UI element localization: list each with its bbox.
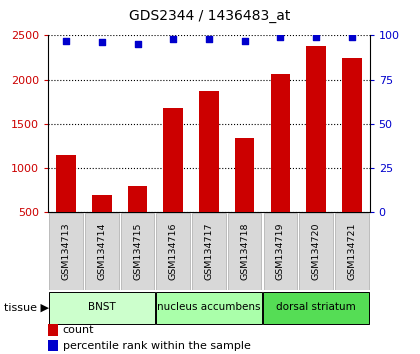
Bar xyxy=(157,213,190,290)
Text: nucleus accumbens: nucleus accumbens xyxy=(157,302,261,312)
Point xyxy=(349,34,355,40)
Bar xyxy=(270,74,290,212)
Text: count: count xyxy=(63,325,94,335)
Bar xyxy=(263,292,369,324)
Text: GSM134717: GSM134717 xyxy=(205,223,213,280)
Point xyxy=(206,36,212,42)
Bar xyxy=(335,213,368,290)
Bar xyxy=(163,108,183,212)
Text: GSM134721: GSM134721 xyxy=(347,223,356,280)
Bar xyxy=(49,292,155,324)
Text: GDS2344 / 1436483_at: GDS2344 / 1436483_at xyxy=(129,9,291,23)
Text: GSM134715: GSM134715 xyxy=(133,223,142,280)
Bar xyxy=(50,213,83,290)
Bar xyxy=(199,91,219,212)
Bar xyxy=(306,46,326,212)
Text: GSM134713: GSM134713 xyxy=(62,223,71,280)
Point xyxy=(170,36,177,42)
Bar xyxy=(264,213,297,290)
Bar xyxy=(85,213,118,290)
Text: GSM134720: GSM134720 xyxy=(312,223,320,280)
Bar xyxy=(48,324,58,336)
Bar xyxy=(56,155,76,212)
Text: GSM134714: GSM134714 xyxy=(97,223,106,280)
Bar xyxy=(92,195,112,212)
Point xyxy=(277,34,284,40)
Bar xyxy=(48,340,58,352)
Point xyxy=(134,41,141,47)
Bar xyxy=(156,292,262,324)
Bar xyxy=(235,138,255,212)
Point xyxy=(63,38,70,44)
Text: tissue ▶: tissue ▶ xyxy=(4,303,49,313)
Bar xyxy=(299,213,333,290)
Text: GSM134719: GSM134719 xyxy=(276,223,285,280)
Point xyxy=(98,40,105,45)
Bar xyxy=(342,57,362,212)
Bar xyxy=(192,213,226,290)
Text: BNST: BNST xyxy=(88,302,116,312)
Text: GSM134716: GSM134716 xyxy=(169,223,178,280)
Bar xyxy=(121,213,154,290)
Bar xyxy=(128,186,147,212)
Bar xyxy=(228,213,261,290)
Text: GSM134718: GSM134718 xyxy=(240,223,249,280)
Point xyxy=(241,38,248,44)
Text: percentile rank within the sample: percentile rank within the sample xyxy=(63,341,251,351)
Point xyxy=(312,34,319,40)
Text: dorsal striatum: dorsal striatum xyxy=(276,302,356,312)
